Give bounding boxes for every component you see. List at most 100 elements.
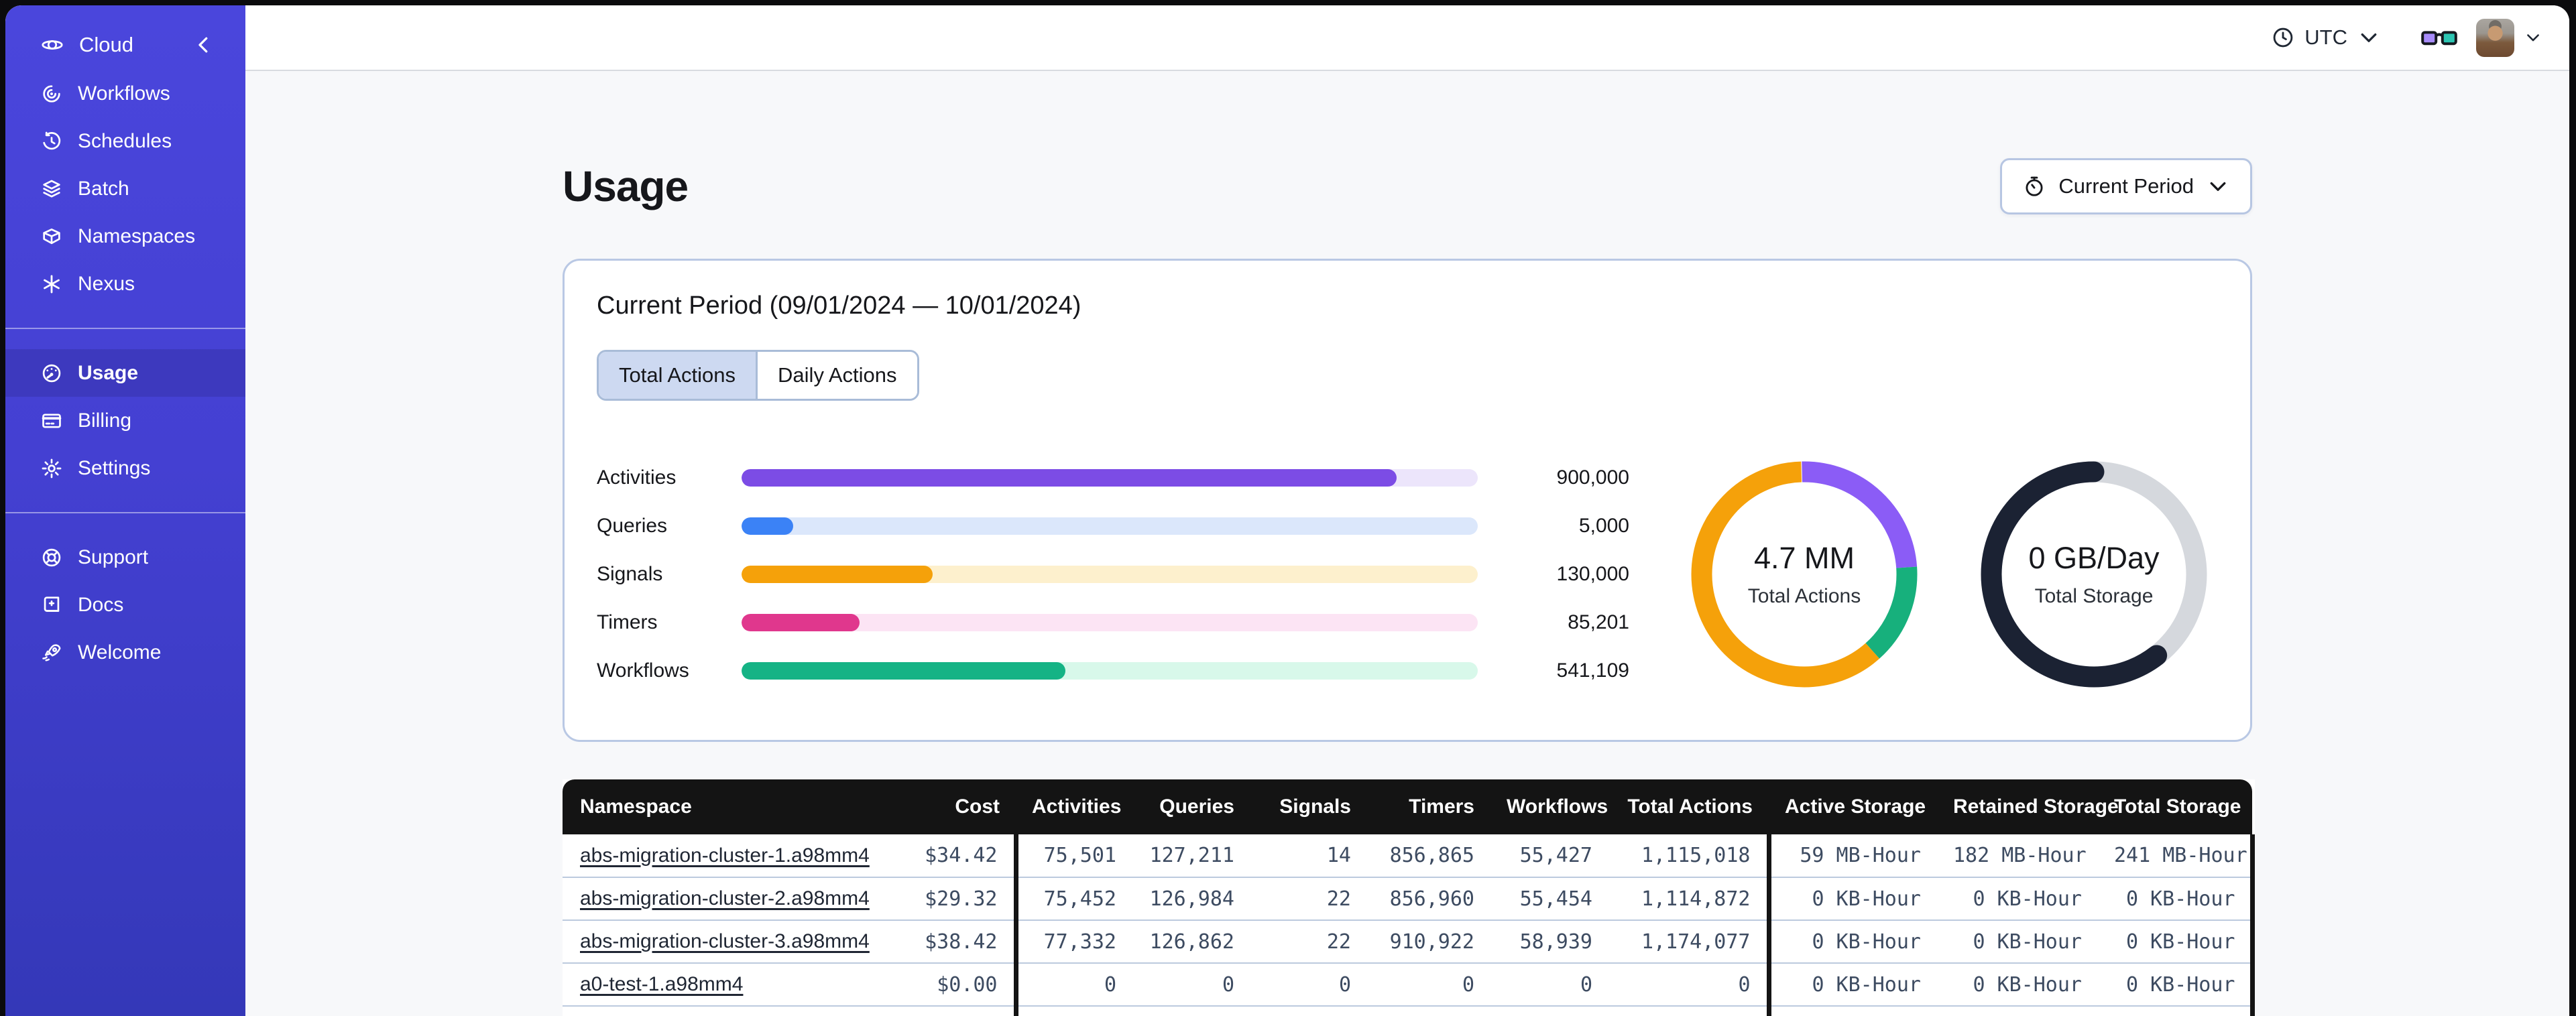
cell-namespace[interactable]: abs-migration-cluster-1.a98mm4	[563, 834, 870, 877]
sidebar-item-label: Batch	[78, 177, 129, 200]
namespace-link[interactable]: abs-migration-cluster-3.a98mm4	[580, 930, 870, 952]
column-header-retained-storage: Retained Storage	[1937, 779, 2119, 834]
bar-value: 85,201	[1568, 611, 1629, 633]
table-row: a0-test-1.a98mm4 $0.00 0 0 0 0 0 0 0 KB-Hour 0 KB…	[563, 962, 2255, 1006]
sidebar-item-label: Billing	[78, 409, 132, 432]
bar-value: 5,000	[1578, 515, 1629, 537]
sidebar-collapse-icon[interactable]	[192, 33, 216, 57]
tab-total-actions[interactable]: Total Actions	[599, 352, 756, 399]
namespace-link[interactable]: abs-migration-cluster-2.a98mm4	[580, 887, 870, 909]
cell-retained-storage: 0 KB-Hour	[1937, 1005, 2098, 1016]
sidebar-item-label: Namespaces	[78, 225, 196, 247]
donut-segment-workflows	[1691, 461, 1918, 688]
bar-label: Timers	[597, 611, 658, 633]
namespace-link[interactable]: abs-migration-cluster-1.a98mm4	[580, 844, 870, 867]
cell-queries: 0	[1132, 1005, 1250, 1016]
bar-label: Queries	[597, 515, 668, 537]
cell-active-storage: 0 KB-Hour	[1766, 962, 1937, 1006]
bar-track	[742, 566, 1478, 583]
cell-signals: 22	[1250, 919, 1367, 963]
cell-namespace[interactable]: abs-migration-cluster-3.a98mm4	[563, 919, 870, 963]
cell-total-storage: 0 KB-Hour	[2098, 919, 2255, 963]
timezone-selector[interactable]: UTC	[2271, 25, 2381, 50]
avatar[interactable]	[2476, 18, 2514, 57]
tab-daily-actions[interactable]: Daily Actions	[756, 352, 917, 399]
donut-center-label: Total Storage	[2034, 585, 2154, 607]
usage-donuts: 4.7 MM Total Actions 0 GB/Day Total Storage	[1680, 450, 2218, 698]
donut-segment-active	[1981, 461, 2207, 688]
settings-icon	[40, 457, 63, 480]
page-title: Usage	[563, 162, 689, 210]
period-dropdown-button[interactable]: Current Period	[2000, 158, 2252, 214]
bar-value: 900,000	[1556, 466, 1629, 489]
sidebar-item-nexus[interactable]: Nexus	[5, 260, 245, 308]
usage-bar-row-queries: Queries 5,000	[597, 515, 1629, 537]
usage-bars-chart: Activities 900,000 Queries 5,000 Signals 130,…	[597, 466, 1629, 682]
sidebar-item-billing[interactable]: Billing	[5, 397, 245, 444]
cell-cost: $34.42	[858, 834, 1016, 877]
clock-icon	[2271, 25, 2295, 50]
batch-icon	[40, 178, 63, 200]
content: Usage Current Period Current Period (09/…	[245, 72, 2569, 1016]
cell-queries: 126,862	[1132, 919, 1250, 963]
cell-cost: $0.00	[858, 962, 1016, 1006]
cell-timers: 856,960	[1367, 877, 1490, 920]
column-header-active-storage: Active Storage	[1769, 779, 1937, 834]
cell-total-actions: 1,114,872	[1608, 877, 1769, 920]
cell-total-storage: 0 KB-Hour	[2098, 962, 2255, 1006]
sidebar-divider	[5, 328, 245, 329]
cell-signals: 22	[1250, 877, 1367, 920]
sidebar-item-docs[interactable]: Docs	[5, 581, 245, 629]
sidebar-item-settings[interactable]: Settings	[5, 444, 245, 492]
cell-retained-storage: 0 KB-Hour	[1937, 919, 2098, 963]
sidebar-brand: Cloud	[5, 20, 245, 70]
timezone-label: UTC	[2304, 25, 2347, 49]
cell-signals: 0	[1250, 1005, 1367, 1016]
namespace-link[interactable]: a0-test-1.a98mm4	[580, 973, 744, 995]
card-title: Current Period (09/01/2024 — 10/01/2024)	[597, 292, 1081, 320]
sidebar-item-workflows[interactable]: Workflows	[5, 70, 245, 117]
cell-active-storage: 59 MB-Hour	[1766, 834, 1937, 877]
table-row: abs-migration-cluster-1.a98mm4 $34.42 75,5…	[563, 834, 2255, 877]
total-storage-donut: 0 GB/Day Total Storage	[1970, 450, 2218, 698]
cell-active-storage: 0 KB-Hour	[1766, 919, 1937, 963]
sidebar-item-namespaces[interactable]: Namespaces	[5, 212, 245, 260]
bar-fill	[742, 517, 793, 535]
namespaces-icon	[40, 225, 63, 248]
cell-activities: 77,332	[1013, 919, 1132, 963]
sidebar-item-support[interactable]: Support	[5, 533, 245, 581]
workflows-icon	[40, 82, 63, 105]
column-header-timers: Timers	[1367, 779, 1490, 834]
bar-value: 130,000	[1556, 563, 1629, 585]
cell-activities: 75,501	[1013, 834, 1132, 877]
cell-timers: 0	[1367, 962, 1490, 1006]
cell-total-actions: 1,174,077	[1608, 919, 1769, 963]
column-header-namespace: Namespace	[563, 779, 858, 834]
sidebar-item-welcome[interactable]: Welcome	[5, 629, 245, 676]
cell-queries: 126,984	[1132, 877, 1250, 920]
sidebar-item-batch[interactable]: Batch	[5, 165, 245, 212]
feedback-glasses-icon[interactable]	[2420, 24, 2459, 51]
donut-center-label: Total Actions	[1747, 585, 1861, 607]
app-window: Cloud Workflows Schedules Batch Namespaces N…	[5, 5, 2569, 1016]
cell-total-storage: 0 KB-Hour	[2098, 1005, 2255, 1016]
donut-segment-signals	[1691, 461, 1918, 688]
usage-icon	[40, 362, 63, 385]
cell-namespace[interactable]: a0-test-1.a98mm4	[563, 962, 858, 1006]
cell-namespace[interactable]: a0-test-2.a98mm4	[563, 1005, 858, 1016]
sidebar-item-usage[interactable]: Usage	[5, 349, 245, 397]
sidebar-item-schedules[interactable]: Schedules	[5, 117, 245, 165]
user-menu-chevron-icon[interactable]	[2524, 28, 2542, 47]
cell-namespace[interactable]: abs-migration-cluster-2.a98mm4	[563, 877, 870, 920]
cell-total-storage: 241 MB-Hour	[2098, 834, 2255, 877]
cell-signals: 14	[1250, 834, 1367, 877]
column-header-total-actions: Total Actions	[1608, 779, 1769, 834]
table-row: abs-migration-cluster-2.a98mm4 $29.32 75,4…	[563, 877, 2255, 920]
sidebar-divider	[5, 512, 245, 513]
column-header-activities: Activities	[1016, 779, 1132, 834]
bar-label: Activities	[597, 466, 677, 489]
sidebar: Cloud Workflows Schedules Batch Namespaces N…	[5, 5, 245, 1016]
column-header-cost: Cost	[858, 779, 1016, 834]
cell-total-actions: 0	[1608, 962, 1769, 1006]
